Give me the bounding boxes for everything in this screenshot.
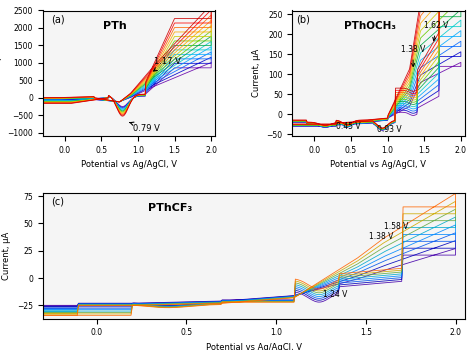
- Text: PThCF₃: PThCF₃: [148, 203, 192, 213]
- Y-axis label: Current, μA: Current, μA: [252, 49, 261, 98]
- Text: PTh: PTh: [103, 21, 127, 30]
- X-axis label: Potential vs Ag/AgCl, V: Potential vs Ag/AgCl, V: [81, 161, 177, 169]
- Text: PThOCH₃: PThOCH₃: [344, 21, 396, 30]
- X-axis label: Potential vs Ag/AgCl, V: Potential vs Ag/AgCl, V: [206, 343, 301, 350]
- Text: 1.17 V: 1.17 V: [154, 57, 181, 71]
- Text: 0.79 V: 0.79 V: [130, 122, 160, 133]
- Text: 0.93 V: 0.93 V: [377, 125, 401, 134]
- Text: 1.38 V: 1.38 V: [401, 46, 425, 66]
- Text: 1.62 V: 1.62 V: [424, 21, 448, 41]
- Y-axis label: Current, μA: Current, μA: [0, 49, 1, 98]
- Text: 0.45 V: 0.45 V: [336, 122, 361, 131]
- X-axis label: Potential vs Ag/AgCl, V: Potential vs Ag/AgCl, V: [330, 161, 427, 169]
- Text: (b): (b): [296, 14, 310, 24]
- Text: 1.24 V: 1.24 V: [323, 290, 347, 299]
- Y-axis label: Current, μA: Current, μA: [2, 231, 11, 280]
- Text: (a): (a): [51, 14, 65, 24]
- Text: 1.38 V: 1.38 V: [369, 232, 394, 241]
- Text: (c): (c): [51, 197, 64, 206]
- Text: 1.58 V: 1.58 V: [384, 222, 408, 231]
